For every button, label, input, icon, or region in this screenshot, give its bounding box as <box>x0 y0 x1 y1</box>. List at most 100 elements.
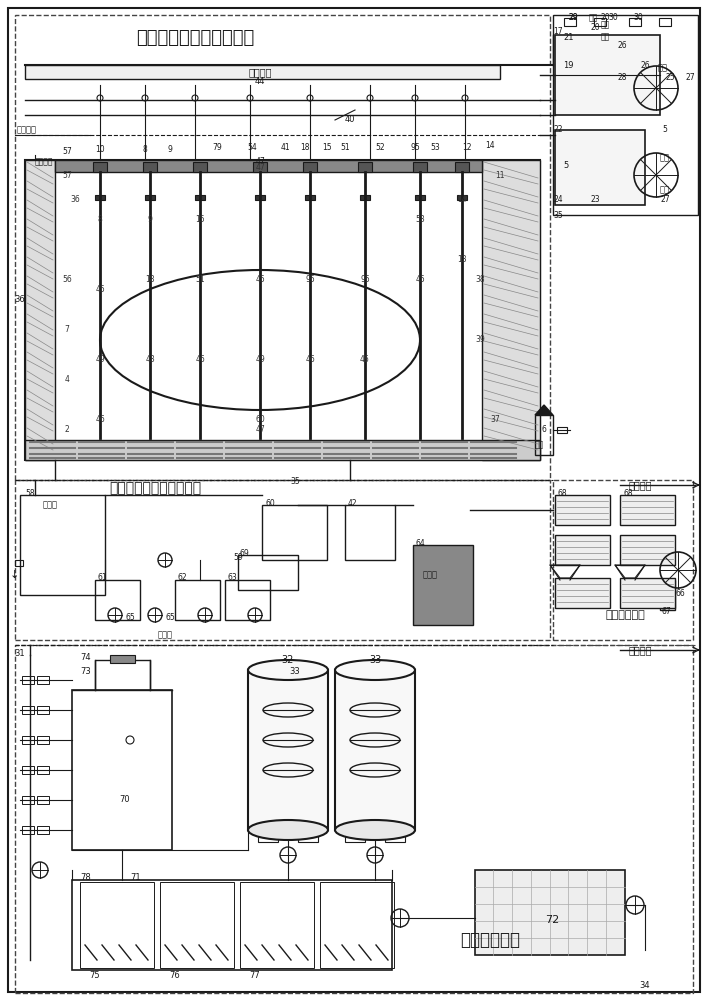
Bar <box>15 645 693 993</box>
Bar <box>335 670 415 830</box>
Text: 28: 28 <box>617 74 627 83</box>
Bar <box>193 162 207 172</box>
Text: 79: 79 <box>212 143 222 152</box>
Text: 58: 58 <box>25 488 35 497</box>
Text: 35: 35 <box>553 211 563 220</box>
Text: 9: 9 <box>168 145 173 154</box>
Text: 53: 53 <box>430 143 440 152</box>
Bar <box>258 830 278 842</box>
Bar <box>620 578 675 608</box>
Bar <box>557 427 567 433</box>
Bar <box>37 796 49 804</box>
Text: 21: 21 <box>563 33 573 42</box>
Text: 18: 18 <box>300 143 310 152</box>
Text: 51: 51 <box>340 143 350 152</box>
Bar <box>555 535 610 565</box>
Bar <box>240 882 314 968</box>
Ellipse shape <box>335 820 415 840</box>
Text: 燃料: 燃料 <box>600 32 610 41</box>
Text: 95: 95 <box>305 275 315 284</box>
Bar <box>15 560 23 566</box>
Text: 56: 56 <box>62 275 72 284</box>
Bar <box>553 15 698 215</box>
Bar <box>25 160 540 460</box>
Bar <box>455 162 469 172</box>
Bar <box>25 440 540 460</box>
Text: 41: 41 <box>280 143 290 152</box>
Text: 40: 40 <box>345 115 355 124</box>
Text: 5: 5 <box>663 125 668 134</box>
Bar <box>25 65 500 79</box>
Text: 空气: 空气 <box>535 440 544 450</box>
Bar <box>255 195 265 200</box>
Text: 67: 67 <box>662 607 672 616</box>
Text: 49: 49 <box>255 356 265 364</box>
Bar <box>358 162 372 172</box>
Bar <box>175 580 220 620</box>
Text: 13: 13 <box>457 255 467 264</box>
Bar <box>95 580 140 620</box>
Bar <box>95 660 150 690</box>
Text: 30: 30 <box>633 12 643 21</box>
Bar <box>95 195 105 200</box>
Text: 74: 74 <box>80 654 91 662</box>
Text: 64: 64 <box>415 538 425 548</box>
Text: 11: 11 <box>496 170 505 180</box>
Text: 33: 33 <box>369 655 381 665</box>
Bar <box>248 670 328 830</box>
Text: 46: 46 <box>95 416 105 424</box>
Bar <box>55 160 482 172</box>
Text: 19: 19 <box>563 60 573 70</box>
Bar <box>72 880 392 970</box>
Text: 63: 63 <box>228 574 238 582</box>
Text: 27: 27 <box>660 196 670 205</box>
Text: 77: 77 <box>250 970 261 980</box>
Text: 8: 8 <box>98 216 103 225</box>
Text: 达标排放: 达标排放 <box>628 480 652 490</box>
Text: 47: 47 <box>255 426 265 434</box>
Text: 不凝气: 不凝气 <box>423 570 438 580</box>
Text: 26: 26 <box>640 60 650 70</box>
Text: 75: 75 <box>90 970 101 980</box>
Text: 47: 47 <box>255 162 265 172</box>
Text: 43: 43 <box>145 356 155 364</box>
Text: 65: 65 <box>125 613 135 622</box>
Text: 45: 45 <box>95 286 105 294</box>
Text: 37: 37 <box>490 416 500 424</box>
Bar <box>22 676 34 684</box>
Ellipse shape <box>248 820 328 840</box>
Text: 53: 53 <box>415 216 425 225</box>
Bar <box>482 160 540 460</box>
Text: 34: 34 <box>640 980 651 990</box>
Text: 24: 24 <box>553 196 563 205</box>
Text: 68: 68 <box>558 488 568 497</box>
Bar <box>594 18 606 26</box>
Bar <box>555 35 660 115</box>
Text: 23: 23 <box>590 196 600 205</box>
Text: 高温废气: 高温废气 <box>249 67 272 77</box>
Text: 自来水: 自来水 <box>42 500 57 510</box>
Text: 72: 72 <box>545 915 559 925</box>
Bar <box>345 830 365 842</box>
Text: 60: 60 <box>265 498 275 508</box>
Text: 达标排放: 达标排放 <box>628 645 652 655</box>
Bar <box>15 15 550 480</box>
Bar <box>37 676 49 684</box>
Text: 46: 46 <box>305 356 315 364</box>
Ellipse shape <box>335 660 415 680</box>
Bar <box>629 18 641 26</box>
Text: 25: 25 <box>666 74 675 83</box>
Text: 29: 29 <box>569 12 578 21</box>
Bar <box>93 162 107 172</box>
Bar <box>25 160 55 460</box>
Text: 空气: 空气 <box>588 13 598 22</box>
Text: 15: 15 <box>322 143 332 152</box>
Text: 35: 35 <box>290 478 300 487</box>
Text: 燃烧传热和余热回收单元: 燃烧传热和余热回收单元 <box>136 29 254 47</box>
Bar <box>262 505 327 560</box>
Bar <box>555 578 610 608</box>
Text: 44: 44 <box>255 78 266 87</box>
Text: 76: 76 <box>170 970 181 980</box>
Text: 45: 45 <box>415 275 425 284</box>
Bar <box>238 555 298 590</box>
